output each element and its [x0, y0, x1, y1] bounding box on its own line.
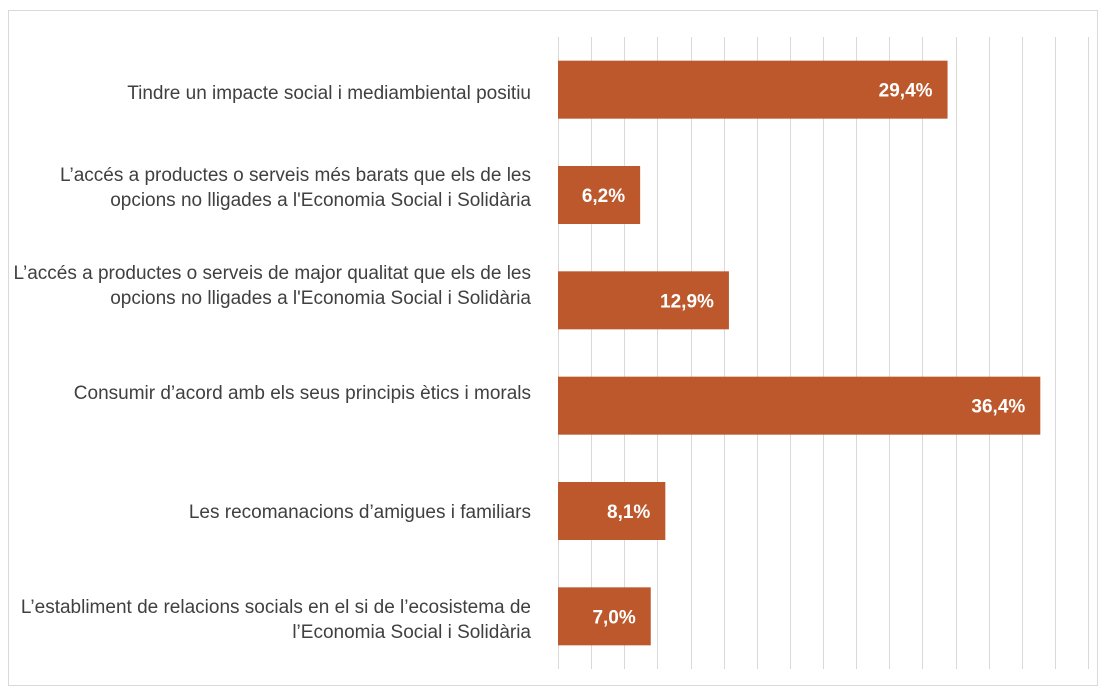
bar	[558, 482, 666, 540]
category-label: Les recomanacions d’amigues i familiars	[188, 502, 531, 523]
bar	[558, 166, 641, 224]
data-label: 29,4%	[879, 81, 933, 102]
data-label: 12,9%	[660, 291, 714, 312]
category-label: L’accés a productes o serveis més barats…	[59, 165, 531, 211]
category-label: Tindre un impacte social i mediambiental…	[127, 83, 531, 104]
data-label: 7,0%	[592, 607, 635, 628]
gridlines	[558, 37, 1089, 669]
bars	[558, 60, 1041, 646]
bar-chart: 29,4% 6,2% 12,9% 36,4% 8,1% 7,0%	[558, 37, 1089, 669]
bar	[558, 60, 948, 119]
category-label: Consumir d’acord amb els seus principis …	[73, 383, 531, 404]
category-label: L’accés a productes o serveis de major q…	[13, 263, 531, 309]
category-label: L’establiment de relacions socials en el…	[20, 597, 531, 643]
data-labels: 29,4% 6,2% 12,9% 36,4% 8,1% 7,0%	[582, 81, 1026, 629]
data-label: 6,2%	[582, 186, 625, 207]
data-label: 8,1%	[607, 502, 650, 523]
chart-frame: 29,4% 6,2% 12,9% 36,4% 8,1% 7,0% Tindre un im…	[8, 10, 1098, 686]
bar	[558, 376, 1041, 435]
data-label: 36,4%	[971, 397, 1025, 418]
bar	[558, 271, 729, 330]
bar	[558, 587, 651, 646]
